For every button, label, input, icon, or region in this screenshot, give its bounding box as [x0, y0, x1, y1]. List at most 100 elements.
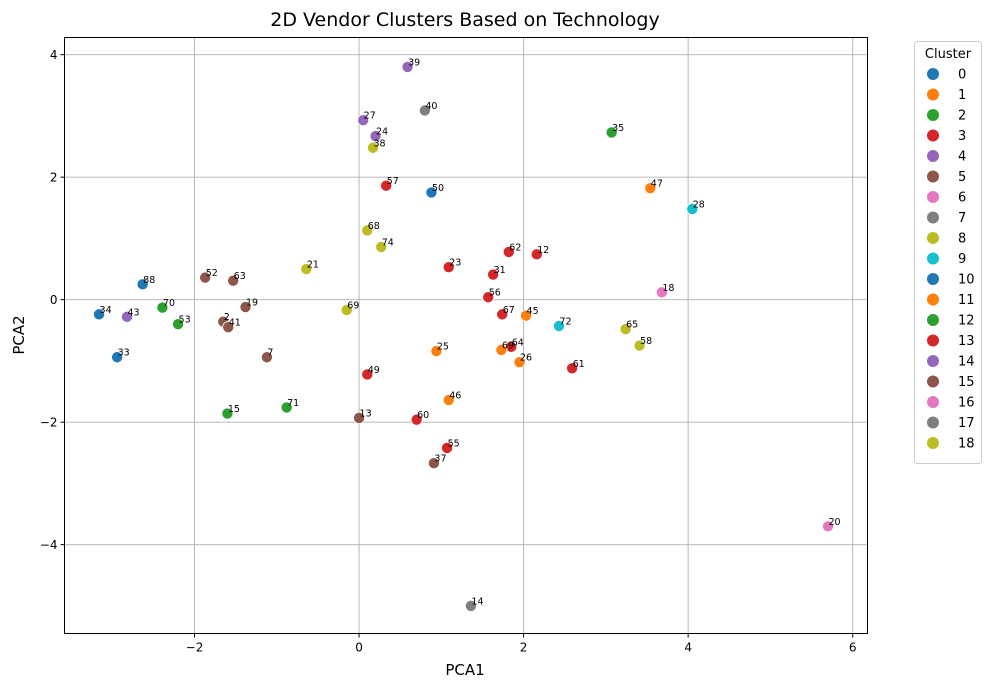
legend-label: 15 — [958, 375, 975, 390]
data-point — [566, 362, 579, 375]
data-point — [111, 351, 124, 364]
data-point-label: 41 — [229, 318, 241, 329]
data-point-label: 64 — [512, 337, 524, 348]
data-point-label: 69 — [502, 340, 514, 351]
data-point-label: 12 — [537, 245, 549, 256]
legend-marker — [927, 68, 939, 80]
data-point-label: 13 — [360, 408, 372, 419]
data-point-label: 2 — [224, 312, 230, 323]
y-tick-label: 4 — [50, 48, 58, 62]
data-point-label: 72 — [559, 317, 571, 328]
data-point — [340, 304, 353, 317]
data-point — [156, 301, 169, 314]
legend-label: 9 — [958, 252, 966, 267]
data-point — [401, 60, 414, 73]
data-point — [822, 520, 835, 533]
data-point — [496, 308, 509, 321]
data-point-label: 45 — [527, 306, 539, 317]
data-point — [199, 271, 212, 284]
data-point — [482, 291, 495, 304]
data-point — [369, 130, 382, 143]
data-point — [357, 114, 370, 127]
data-point-label: 60 — [417, 410, 429, 421]
legend-label: 7 — [958, 211, 966, 226]
data-point — [520, 309, 533, 322]
y-axis-title: PCA2 — [10, 315, 28, 354]
data-point-label: 38 — [374, 138, 386, 149]
legend-marker — [927, 416, 939, 429]
data-point-label: 63 — [234, 271, 246, 282]
data-point-label: 67 — [503, 305, 515, 316]
data-point-label: 40 — [425, 101, 437, 112]
data-point-label: 28 — [693, 200, 705, 211]
data-point-label: 39 — [408, 57, 420, 68]
data-point-label: 58 — [640, 336, 652, 347]
data-point — [425, 186, 438, 199]
data-point — [605, 126, 618, 139]
data-point-label: 21 — [307, 260, 319, 271]
legend-marker — [927, 375, 939, 388]
data-point-label: 15 — [228, 404, 240, 415]
legend-marker — [927, 129, 939, 142]
data-point — [300, 263, 313, 276]
data-point-label: 68 — [368, 221, 380, 232]
data-point-label: 26 — [520, 353, 532, 364]
data-point-label: 34 — [100, 305, 112, 316]
y-tick-label: −4 — [40, 538, 58, 552]
data-point-label: 20 — [829, 517, 841, 528]
data-point — [361, 224, 374, 237]
data-point — [644, 182, 657, 195]
data-point-label: 50 — [432, 183, 444, 194]
legend-label: 13 — [958, 334, 975, 349]
data-point — [410, 413, 423, 426]
data-point-label: 70 — [163, 298, 175, 309]
data-point-label: 27 — [364, 111, 376, 122]
y-tick-label: 0 — [50, 293, 58, 307]
legend-marker — [927, 396, 939, 408]
data-point-label: 24 — [376, 127, 388, 138]
data-point-label: 43 — [128, 307, 140, 318]
data-point — [633, 339, 646, 352]
legend-label: 14 — [958, 355, 975, 370]
data-point — [227, 274, 240, 287]
legend-marker — [927, 150, 939, 162]
data-point — [380, 179, 393, 192]
data-point — [221, 407, 234, 420]
chart-title: 2D Vendor Clusters Based on Technology — [270, 9, 659, 31]
data-point — [361, 368, 374, 381]
data-point — [222, 321, 235, 334]
y-tick-label: −2 — [40, 416, 58, 430]
data-point-label: 23 — [449, 258, 461, 269]
legend-label: 6 — [958, 191, 966, 206]
legend-label: 10 — [958, 273, 975, 288]
x-tick-label: 0 — [355, 641, 363, 655]
data-point-label: 65 — [626, 320, 638, 331]
plot-frame — [64, 37, 868, 634]
legend-marker — [927, 334, 939, 347]
data-point-label: 49 — [368, 365, 380, 376]
data-point-label: 18 — [662, 283, 674, 294]
x-tick-label: −2 — [186, 641, 204, 655]
data-point — [353, 411, 366, 424]
data-point — [441, 441, 454, 454]
data-point — [552, 320, 565, 333]
data-point — [260, 351, 273, 364]
legend-label: 4 — [958, 150, 966, 165]
data-point — [172, 318, 185, 331]
data-point — [239, 301, 252, 314]
data-point-label: 53 — [179, 315, 191, 326]
x-tick-label: 2 — [520, 641, 528, 655]
x-tick-label: 6 — [849, 641, 857, 655]
data-points — [93, 60, 835, 612]
data-point-label: 47 — [651, 179, 663, 190]
data-point-label: 56 — [489, 288, 501, 299]
data-point — [442, 261, 455, 274]
data-point-label: 7 — [267, 348, 273, 359]
legend-title: Cluster — [925, 47, 972, 62]
data-point — [502, 245, 515, 258]
legend-marker — [927, 437, 939, 449]
data-point — [418, 104, 431, 117]
data-point-label: 88 — [143, 275, 155, 286]
